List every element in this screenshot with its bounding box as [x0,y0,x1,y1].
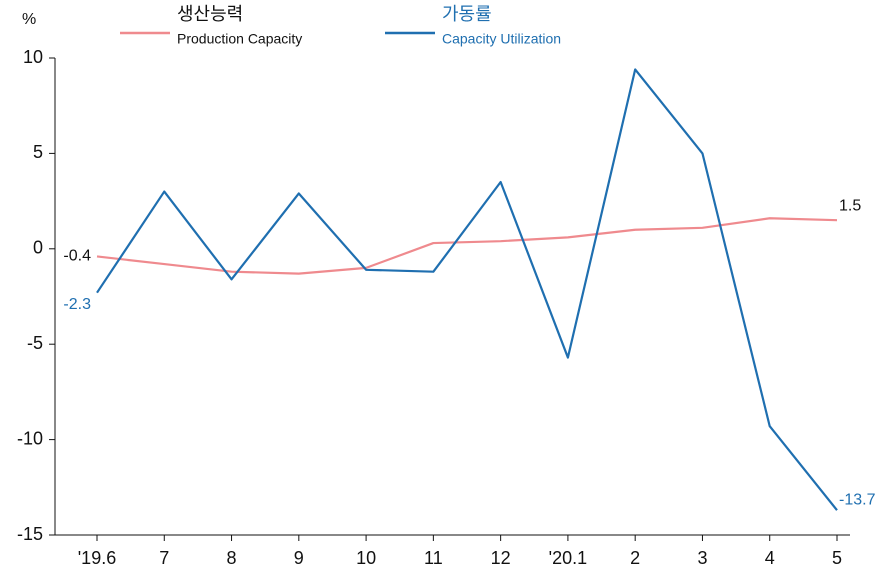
y-tick-label: 5 [33,142,43,162]
x-tick-label: 10 [356,548,376,568]
legend-label: 생산능력 [177,4,243,24]
y-tick-label: -10 [17,428,43,448]
x-tick-label: 12 [491,548,511,568]
x-tick-label: 11 [424,548,443,568]
y-tick-label: 10 [23,47,43,67]
data-label: 1.5 [839,197,861,214]
y-tick-label: -15 [17,524,43,544]
legend-label: 가동률 [442,4,492,24]
data-label: -2.3 [63,296,91,313]
x-tick-label: 5 [832,548,842,568]
x-tick-label: 9 [294,548,304,568]
x-tick-label: 2 [630,548,640,568]
x-tick-label: 7 [159,548,169,568]
data-label: -0.4 [63,248,91,265]
series-line [96,68,838,511]
x-tick-label: '20.1 [549,548,587,568]
x-tick-label: 3 [697,548,707,568]
legend-label-en: Capacity Utilization [442,31,561,47]
y-tick-label: -5 [27,333,43,353]
y-tick-label: 0 [33,238,43,258]
x-tick-label: '19.6 [78,548,116,568]
x-tick-label: 8 [227,548,237,568]
x-tick-label: 4 [765,548,775,568]
y-axis-label: % [22,11,36,28]
series-line [96,217,838,275]
legend-label-en: Production Capacity [177,31,302,47]
data-label: -13.7 [839,491,876,508]
